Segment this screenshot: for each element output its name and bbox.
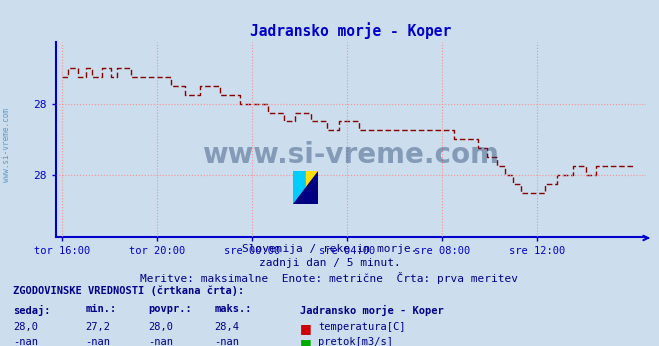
Text: Slovenija / reke in morje.: Slovenija / reke in morje. [242, 244, 417, 254]
Text: temperatura[C]: temperatura[C] [318, 322, 406, 332]
Title: Jadransko morje - Koper: Jadransko morje - Koper [250, 22, 451, 39]
Text: 28,4: 28,4 [214, 322, 239, 332]
Text: -nan: -nan [13, 337, 38, 346]
Text: ■: ■ [300, 322, 312, 335]
Text: 28,0: 28,0 [13, 322, 38, 332]
Bar [306, 171, 318, 204]
Bar [293, 171, 306, 204]
Text: maks.:: maks.: [214, 304, 252, 315]
Text: www.si-vreme.com: www.si-vreme.com [2, 108, 11, 182]
Text: Meritve: maksimalne  Enote: metrične  Črta: prva meritev: Meritve: maksimalne Enote: metrične Črta… [140, 272, 519, 284]
Text: -nan: -nan [214, 337, 239, 346]
Text: Jadransko morje - Koper: Jadransko morje - Koper [300, 304, 444, 316]
Text: -nan: -nan [86, 337, 111, 346]
Text: zadnji dan / 5 minut.: zadnji dan / 5 minut. [258, 258, 401, 268]
Text: sedaj:: sedaj: [13, 304, 51, 316]
Text: www.si-vreme.com: www.si-vreme.com [202, 141, 500, 169]
Polygon shape [293, 171, 318, 204]
Text: 27,2: 27,2 [86, 322, 111, 332]
Text: 28,0: 28,0 [148, 322, 173, 332]
Text: pretok[m3/s]: pretok[m3/s] [318, 337, 393, 346]
Text: povpr.:: povpr.: [148, 304, 192, 315]
Text: min.:: min.: [86, 304, 117, 315]
Text: ZGODOVINSKE VREDNOSTI (črtkana črta):: ZGODOVINSKE VREDNOSTI (črtkana črta): [13, 285, 244, 296]
Text: -nan: -nan [148, 337, 173, 346]
Text: ■: ■ [300, 337, 312, 346]
